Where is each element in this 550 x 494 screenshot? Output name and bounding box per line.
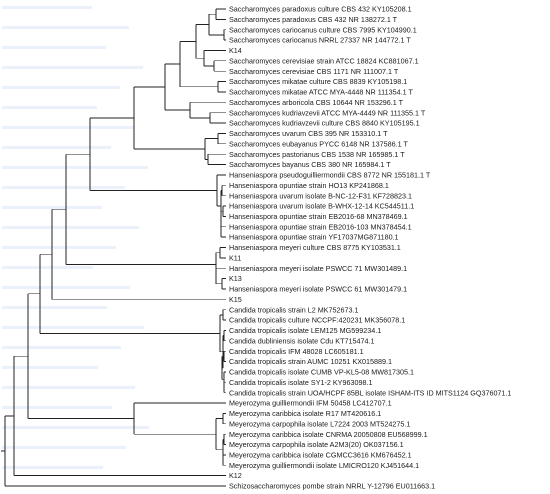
leaf-label: Candida tropicalis isolate CUMB VP-KL5-0… [229,368,414,377]
leaf-label: Saccharomyces arboricola CBS 10644 NR 15… [229,98,404,107]
leaf-label: Meyerozyma carpophila isolate A2M3(20) O… [229,440,404,449]
leaf-label: Saccharomyces bayanus CBS 380 NR 165984.… [229,160,391,169]
leaf-label: Saccharomyces kudriavzevii ATCC MYA-4449… [229,108,426,117]
watermark-stroke [2,146,111,149]
leaf-label: Candida tropicalis strain UOA/HCPF 85BL … [229,388,511,397]
leaf-label: Hanseniaspora meyeri culture CBS 8775 KY… [229,243,401,252]
leaf-label: Schizosaccharomyces pombe strain NRRL Y-… [229,482,435,491]
leaf-label: Candida tropicalis culture NCCPF:420231 … [229,316,405,325]
watermark-stroke [2,206,102,209]
leaf-label: Hanseniaspora uvarum isolate B-NC-12-F31… [229,191,412,200]
leaf-label: Saccharomyces kudriavzevii culture CBS 8… [229,119,420,128]
leaf-label: Candida dubliniensis isolate Cdu KT71547… [229,336,374,345]
leaf-label: Saccharomyces pastorianus CBS 1538 NR 16… [229,150,405,159]
leaf-label: Meyerozyma guilliermondii isolate LMICRO… [229,461,419,470]
leaf-label: Candida tropicalis IFM 48028 LC605181.1 [229,347,364,356]
leaf-label: Saccharomyces cariocanus culture CBS 799… [229,25,417,34]
watermark-stroke [2,66,143,69]
leaf-label: Hanseniaspora uvarum isolate B-WHX-12-14… [229,202,414,211]
leaf-label: Meyerozyma caribbica isolate R17 MT42061… [229,409,381,418]
leaf-label: K14 [229,46,242,55]
leaf-label: Meyerozyma guilliermondii IFM 50458 LC41… [229,399,392,408]
watermark-stroke [2,126,134,129]
leaf-label: Saccharomyces mikatae culture CBS 8839 K… [229,77,407,86]
leaf-label: Saccharomyces cariocanus NRRL 27337 NR 1… [229,36,411,45]
watermark-stroke [2,246,116,249]
watermark-stroke [2,446,126,449]
leaf-label: Candida tropicalis strain L2 MK752673.1 [229,305,358,314]
watermark-stroke [2,46,106,49]
watermark-stroke [2,286,130,289]
faded-watermark-text [2,6,149,469]
watermark-stroke [2,86,120,89]
watermark-stroke [2,426,149,429]
leaf-label: Saccharomyces uvarum CBS 395 NR 153310.1… [229,129,388,138]
leaf-label: K12 [229,471,242,480]
leaf-label: Saccharomyces mikatae ATCC MYA-4448 NR 1… [229,88,413,97]
leaf-label: Hanseniaspora meyeri isolate PSWCC 61 MW… [229,285,407,294]
leaf-label: Saccharomyces cerevisiae strain ATCC 188… [229,56,419,65]
watermark-stroke [2,366,98,369]
leaf-label: Hanseniaspora opuntiae strain HO13 KP241… [229,181,389,190]
leaf-label: Meyerozyma carpophila isolate L7224 2003… [229,419,410,428]
leaf-label: Hanseniaspora pseudoguilliermondii CBS 8… [229,171,431,180]
leaf-label: Candida tropicalis isolate LEM125 MG5992… [229,326,381,335]
leaf-label: K13 [229,274,242,283]
watermark-stroke [2,266,93,269]
watermark-stroke [2,226,139,229]
watermark-stroke [2,186,125,189]
leaf-label: Hanseniaspora opuntiae strain EB2016-103… [229,222,412,231]
leaf-label: Saccharomyces eubayanus PYCC 6148 NR 137… [229,139,408,148]
watermark-stroke [2,346,121,349]
watermark-stroke [2,26,129,29]
leaf-labels: Saccharomyces paradoxus culture CBS 432 … [229,5,511,491]
leaf-label: Hanseniaspora opuntiae strain EB2016-68 … [229,212,408,221]
leaf-label: Meyerozyma caribbica isolate CNRMA 20050… [229,430,428,439]
watermark-stroke [2,166,148,169]
tree-branches [1,8,226,487]
leaf-label: K11 [229,253,241,262]
leaf-label: Saccharomyces paradoxus culture CBS 432 … [229,5,412,14]
watermark-stroke [2,306,107,309]
leaf-label: Hanseniaspora meyeri isolate PSWCC 71 MW… [229,264,407,273]
watermark-stroke [2,106,97,109]
watermark-stroke [2,326,144,329]
leaf-label: Saccharomyces paradoxus CBS 432 NR 13827… [229,15,398,24]
leaf-label: Hanseniaspora opuntiae strain YF17037MG8… [229,233,399,242]
watermark-stroke [2,406,112,409]
watermark-stroke [2,466,103,469]
leaf-label: Saccharomyces cerevisiae CBS 1171 NR 111… [229,67,399,76]
leaf-label: K15 [229,295,242,304]
leaf-label: Candida tropicalis isolate SY1-2 KY96309… [229,378,372,387]
watermark-stroke [2,6,92,9]
leaf-label: Candida tropicalis strain AUMC 10251 KX0… [229,357,392,366]
watermark-stroke [2,386,135,389]
leaf-label: Meyerozyma caribbica isolate CGMCC3616 K… [229,450,412,459]
